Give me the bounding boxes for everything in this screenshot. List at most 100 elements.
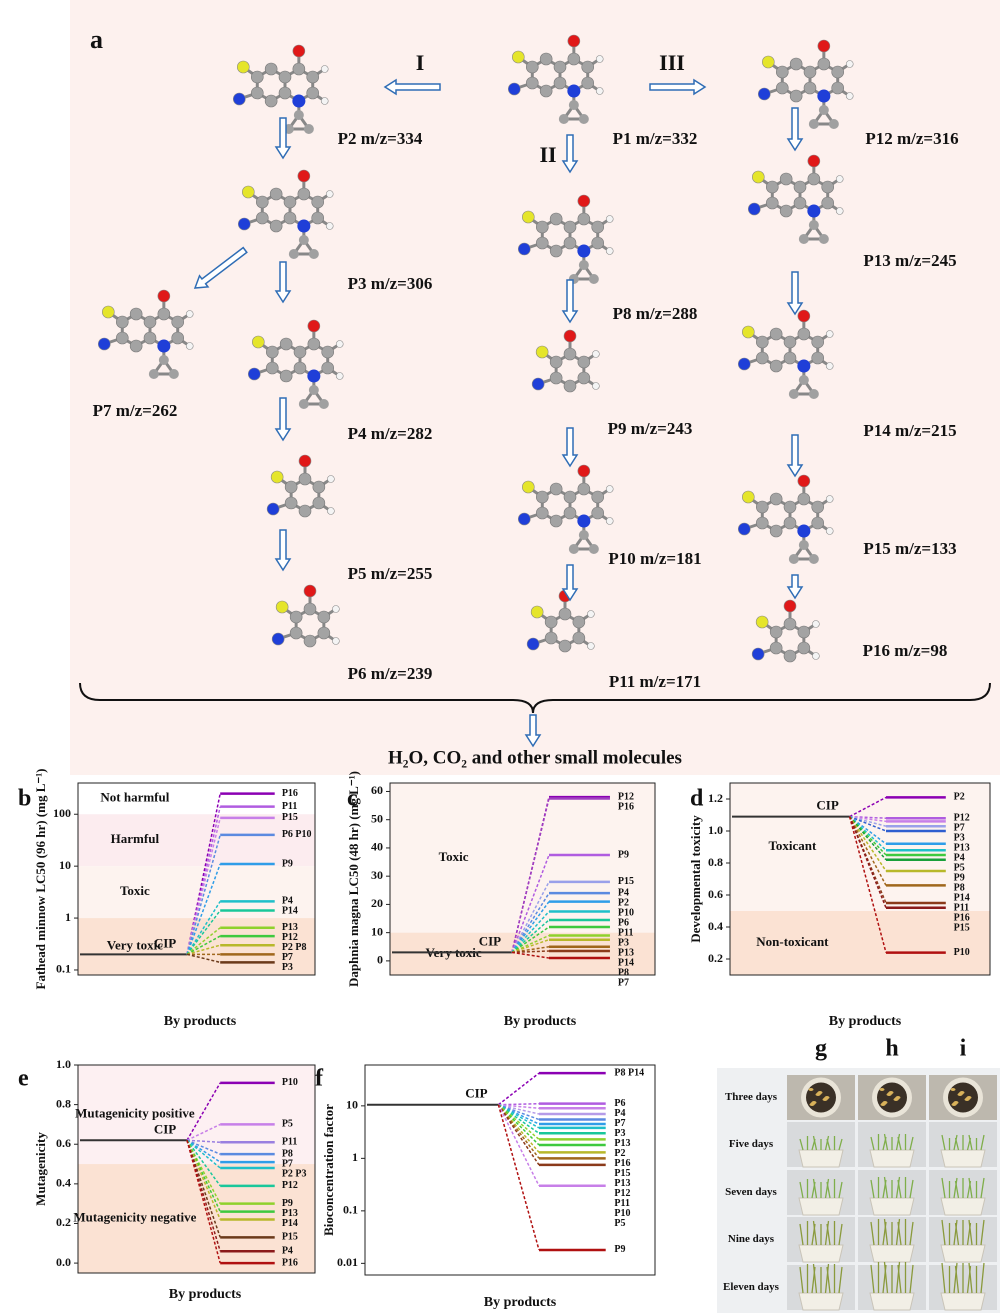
level-label: P7 bbox=[618, 977, 629, 988]
atom bbox=[807, 154, 821, 168]
atom bbox=[292, 62, 306, 76]
connector bbox=[186, 1082, 221, 1141]
seedling bbox=[941, 1134, 946, 1151]
atom bbox=[297, 187, 311, 201]
x-axis-title: By products bbox=[164, 1014, 237, 1029]
atom bbox=[803, 65, 817, 79]
seedling bbox=[824, 1220, 830, 1246]
atom bbox=[292, 94, 306, 108]
atom bbox=[507, 82, 521, 96]
connector bbox=[186, 817, 221, 955]
atom bbox=[572, 615, 586, 629]
atom bbox=[250, 70, 264, 84]
y-tick-label: 0.6 bbox=[708, 887, 723, 901]
molecule bbox=[747, 154, 844, 244]
atom bbox=[577, 514, 591, 528]
atom bbox=[812, 652, 820, 660]
region-label: Mutagenicity positive bbox=[75, 1106, 195, 1121]
seedling bbox=[968, 1177, 973, 1199]
cyclopropyl bbox=[290, 237, 317, 256]
seedling bbox=[826, 1266, 831, 1294]
atom bbox=[808, 119, 819, 129]
pathway-label: III bbox=[659, 50, 685, 75]
y-tick-label: 50 bbox=[371, 811, 383, 825]
atom bbox=[825, 527, 834, 535]
atom bbox=[563, 329, 577, 343]
atom bbox=[798, 375, 809, 385]
atom bbox=[171, 315, 185, 329]
atom bbox=[563, 220, 577, 234]
atom bbox=[797, 327, 811, 341]
atom bbox=[779, 204, 793, 218]
cyclopropyl bbox=[285, 112, 312, 131]
region bbox=[390, 783, 655, 933]
region bbox=[78, 814, 315, 867]
level-label: P5 bbox=[614, 1218, 625, 1229]
level-label: P5 bbox=[282, 1119, 293, 1130]
atom bbox=[567, 52, 581, 66]
seed bbox=[888, 1091, 894, 1094]
cyclopropyl bbox=[150, 357, 177, 376]
atom bbox=[563, 506, 577, 520]
cyclopropyl bbox=[570, 532, 597, 551]
panel-label: i bbox=[960, 1036, 967, 1062]
cyclopropyl bbox=[800, 222, 827, 241]
seedling bbox=[980, 1262, 985, 1294]
atom bbox=[803, 81, 817, 95]
atom bbox=[312, 496, 326, 510]
region-label: Very toxic bbox=[107, 938, 163, 953]
pot bbox=[869, 1244, 915, 1263]
seedling bbox=[909, 1221, 914, 1246]
atom bbox=[269, 219, 283, 233]
atom bbox=[788, 389, 799, 399]
level-label: P15 bbox=[614, 1168, 630, 1179]
level-label: P7 bbox=[282, 1158, 293, 1169]
y-tick-label: 100 bbox=[53, 806, 71, 820]
seedling bbox=[909, 1136, 914, 1151]
seedling bbox=[883, 1218, 889, 1246]
atom bbox=[808, 220, 819, 230]
arrow bbox=[383, 78, 441, 96]
connector bbox=[186, 863, 221, 955]
seed bbox=[959, 1091, 965, 1094]
cyclopropyl bbox=[560, 102, 587, 121]
level-label: P6 P10 bbox=[282, 829, 312, 840]
seedling bbox=[870, 1179, 875, 1199]
atom bbox=[335, 372, 344, 380]
atom bbox=[797, 474, 811, 488]
level-label: P11 bbox=[618, 927, 634, 938]
plot-frame bbox=[77, 1064, 316, 1274]
atom bbox=[578, 260, 589, 270]
atom bbox=[265, 361, 279, 375]
level-label: P9 bbox=[954, 872, 965, 883]
connector bbox=[497, 1104, 540, 1134]
level-label: P13 bbox=[282, 922, 298, 933]
atom bbox=[327, 507, 335, 515]
atom bbox=[278, 86, 292, 100]
seedling bbox=[895, 1218, 901, 1246]
atom bbox=[307, 337, 321, 351]
connector bbox=[849, 815, 887, 823]
atom bbox=[741, 325, 755, 339]
arrow bbox=[274, 397, 292, 442]
atom bbox=[577, 212, 591, 226]
row-label: Eleven days bbox=[723, 1281, 780, 1293]
atom bbox=[185, 342, 194, 350]
atom bbox=[320, 65, 329, 73]
seedling bbox=[980, 1177, 985, 1199]
seedling bbox=[838, 1181, 843, 1199]
connector bbox=[849, 815, 887, 845]
atom bbox=[755, 335, 769, 349]
atom bbox=[808, 389, 819, 399]
seedling bbox=[941, 1177, 946, 1199]
seedling bbox=[812, 1263, 818, 1294]
atom bbox=[577, 482, 591, 496]
product-label: P4 m/z=282 bbox=[348, 424, 433, 443]
level-label: P2 bbox=[614, 1148, 625, 1159]
y-tick-label: 0.1 bbox=[56, 962, 71, 976]
plot-frame bbox=[77, 782, 316, 976]
atom bbox=[321, 345, 335, 359]
seedling bbox=[953, 1219, 958, 1246]
atom bbox=[298, 472, 312, 486]
